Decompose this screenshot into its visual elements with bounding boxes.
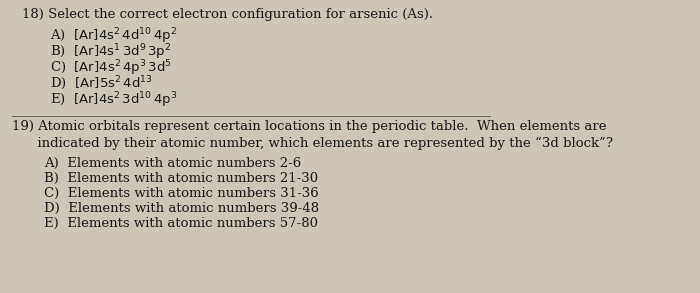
Text: indicated by their atomic number, which elements are represented by the “3d bloc: indicated by their atomic number, which … — [12, 137, 613, 150]
Text: B)  $\mathrm{[Ar]4s^1\,3d^9\,3p^2}$: B) $\mathrm{[Ar]4s^1\,3d^9\,3p^2}$ — [50, 42, 172, 62]
Text: C)  $\mathrm{[Ar]4s^2\,4p^3\,3d^5}$: C) $\mathrm{[Ar]4s^2\,4p^3\,3d^5}$ — [50, 58, 172, 78]
Text: A)  $\mathrm{[Ar]4s^2\,4d^{10}\,4p^2}$: A) $\mathrm{[Ar]4s^2\,4d^{10}\,4p^2}$ — [50, 26, 177, 46]
Text: 18) Select the correct electron configuration for arsenic (As).: 18) Select the correct electron configur… — [22, 8, 433, 21]
Text: E)  $\mathrm{[Ar]4s^2\,3d^{10}\,4p^3}$: E) $\mathrm{[Ar]4s^2\,3d^{10}\,4p^3}$ — [50, 90, 177, 110]
Text: D)  $\mathrm{[Ar]5s^2\,4d^{13}}$: D) $\mathrm{[Ar]5s^2\,4d^{13}}$ — [50, 74, 153, 92]
Text: E)  Elements with atomic numbers 57-80: E) Elements with atomic numbers 57-80 — [44, 217, 318, 230]
Text: 19) Atomic orbitals represent certain locations in the periodic table.  When ele: 19) Atomic orbitals represent certain lo… — [12, 120, 606, 133]
Text: D)  Elements with atomic numbers 39-48: D) Elements with atomic numbers 39-48 — [44, 202, 319, 215]
Text: C)  Elements with atomic numbers 31-36: C) Elements with atomic numbers 31-36 — [44, 187, 319, 200]
Text: A)  Elements with atomic numbers 2-6: A) Elements with atomic numbers 2-6 — [44, 157, 301, 170]
Text: B)  Elements with atomic numbers 21-30: B) Elements with atomic numbers 21-30 — [44, 172, 318, 185]
